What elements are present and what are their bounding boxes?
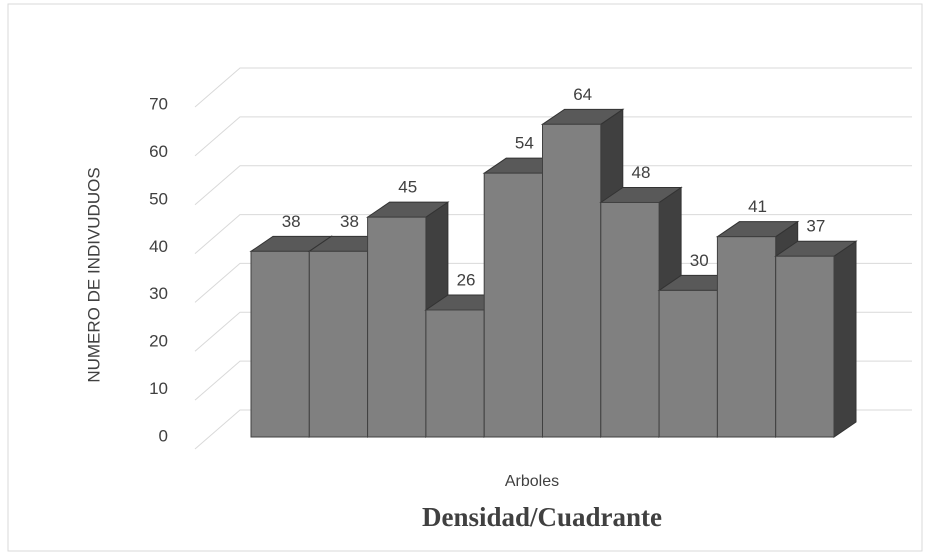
grid-line	[194, 116, 912, 157]
bar	[483, 172, 544, 438]
bar	[775, 255, 835, 438]
data-label: 38	[340, 212, 359, 231]
y-tick-label: 50	[149, 189, 168, 208]
y-tick-label: 0	[159, 426, 168, 445]
x-tick-label: Arboles	[505, 473, 559, 490]
y-tick-label: 60	[149, 142, 168, 161]
bar	[425, 309, 485, 438]
data-label: 64	[573, 85, 592, 104]
data-label: 45	[398, 178, 417, 197]
grid-line	[194, 165, 912, 206]
data-label: 38	[282, 212, 301, 231]
grid-line	[194, 262, 912, 303]
bar-side	[833, 240, 857, 438]
data-label: 48	[631, 163, 650, 182]
data-label: 54	[515, 134, 534, 153]
grid-line	[194, 214, 912, 254]
data-label: 30	[690, 251, 709, 270]
bar	[308, 250, 369, 438]
grid-line	[194, 67, 912, 108]
y-axis-title: NUMERO DE INDIVUDUOS	[84, 167, 103, 382]
bar	[367, 216, 427, 438]
chart-title: Densidad/Cuadrante	[422, 502, 662, 532]
y-tick-label: 10	[149, 379, 168, 398]
y-tick-label: 40	[149, 237, 168, 256]
data-label: 37	[806, 217, 825, 236]
data-label: 26	[457, 270, 476, 289]
data-label: 41	[748, 197, 767, 216]
bar	[250, 250, 310, 438]
bar	[716, 236, 777, 438]
y-tick-label: 20	[149, 332, 168, 351]
bar	[600, 201, 660, 438]
y-tick-label: 30	[149, 284, 168, 303]
y-tick-label: 70	[149, 94, 168, 113]
bar	[658, 289, 718, 438]
bar	[542, 123, 602, 438]
